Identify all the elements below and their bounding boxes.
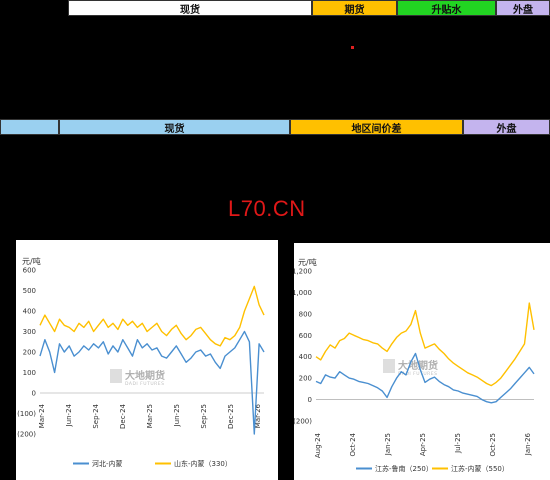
band-cell-basis[interactable]: 升贴水 (397, 0, 496, 16)
x-tick-label: Jul-25 (454, 433, 462, 454)
legend-label: 江苏-内蒙（550） (451, 464, 509, 473)
x-tick-label: Sep-25 (200, 404, 208, 429)
x-tick-label: Apr-25 (419, 433, 427, 456)
y-tick-label: 500 (23, 287, 36, 295)
y-axis-unit-label: 元/吨 (22, 256, 41, 266)
legend-label: 河北-内蒙 (92, 459, 123, 468)
x-tick-label: Mar-26 (254, 403, 262, 428)
y-tick-label: 800 (299, 310, 312, 318)
x-tick-label: Oct-25 (489, 433, 497, 457)
x-tick-label: Jun-24 (65, 403, 73, 427)
band-cell-overseas[interactable]: 外盘 (463, 119, 550, 135)
spread-chart-right: 元/吨1,200 1,000 800 600 400 200 0 (200)Aug-24 Oct… (294, 257, 535, 473)
series-line-1 (39, 330, 265, 435)
product-code: L70.CN (228, 196, 306, 221)
y-tick-label: (200) (294, 418, 312, 426)
band-cell-overseas[interactable]: 外盘 (496, 0, 550, 16)
y-tick-label: (100) (17, 410, 36, 418)
band-cell-blank[interactable] (0, 119, 59, 135)
y-tick-label: 400 (299, 353, 312, 361)
y-tick-label: 200 (299, 375, 312, 383)
series-line-1 (315, 352, 535, 404)
y-tick-label: 1,200 (294, 268, 312, 276)
x-tick-label: Mar-24 (38, 403, 46, 428)
x-tick-label: Aug-24 (314, 432, 322, 458)
red-marker-dot (351, 46, 354, 49)
y-tick-label: (200) (17, 431, 36, 439)
legend-label: 山东-内蒙（330） (174, 459, 232, 468)
series-line-2 (315, 302, 535, 387)
y-tick-label: 400 (23, 308, 36, 316)
y-tick-label: 100 (23, 369, 36, 377)
y-tick-label: 600 (23, 267, 36, 275)
watermark-text: 大地期货 (125, 369, 165, 382)
y-tick-label: 200 (23, 349, 36, 357)
y-axis-unit-label: 元/吨 (298, 257, 317, 267)
y-tick-label: 1,000 (294, 289, 312, 297)
y-tick-label: 300 (23, 328, 36, 336)
chart-panel-right: 元/吨 1,200 1,000 800 600 400 200 0 (200) Aug-24 Oct… (294, 243, 550, 480)
watermark-logo-icon (383, 359, 395, 373)
band-cell-regional-spread[interactable]: 地区间价差 (290, 119, 463, 135)
y-tick-label: 0 (32, 390, 36, 398)
band-cell-spot[interactable]: 现货 (68, 0, 312, 16)
chart-panel-left: 元/吨 600 500 400 300 200 100 0 (100) (200) Mar-24 Ju… (16, 240, 278, 480)
series-line-2 (39, 285, 265, 347)
band-cell-futures[interactable]: 期货 (312, 0, 397, 16)
x-tick-label: Dec-24 (119, 403, 127, 429)
band-cell-spot[interactable]: 现货 (59, 119, 290, 135)
x-tick-label: Dec-25 (227, 404, 235, 429)
watermark-subtext: DADI FUTURES (125, 381, 164, 387)
x-tick-label: Jun-25 (173, 404, 181, 427)
y-tick-label: 600 (299, 332, 312, 340)
watermark-logo-icon (110, 369, 122, 383)
x-tick-label: Jan-26 (524, 432, 532, 456)
header-band-bottom: 现货 地区间价差 外盘 (0, 119, 550, 135)
legend-label: 江苏-鲁南（250） (375, 464, 433, 473)
watermark-subtext: DADI FUTURES (398, 371, 437, 377)
header-band-top: 现货 期货 升贴水 外盘 (68, 0, 550, 16)
x-tick-label: Jan-25 (384, 433, 392, 456)
x-tick-label: Oct-24 (349, 432, 357, 456)
y-tick-label: 0 (308, 396, 312, 404)
x-tick-label: Sep-24 (92, 403, 100, 428)
x-tick-label: Mar-25 (146, 404, 154, 428)
